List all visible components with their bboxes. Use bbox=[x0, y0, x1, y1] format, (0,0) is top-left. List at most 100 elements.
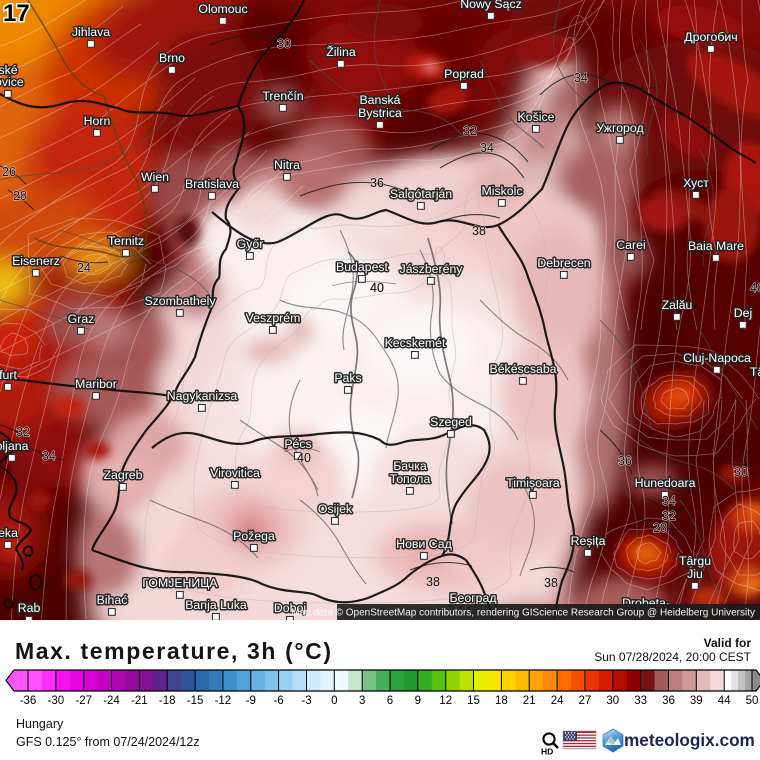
svg-text:Топола: Топола bbox=[390, 472, 431, 486]
svg-text:Pécs: Pécs bbox=[284, 437, 311, 451]
svg-text:Banská: Banská bbox=[359, 93, 400, 107]
svg-text:Nowy Sącz: Nowy Sącz bbox=[460, 0, 522, 11]
svg-text:Eisenerz: Eisenerz bbox=[12, 254, 60, 268]
svg-text:Horn: Horn bbox=[84, 114, 111, 128]
svg-text:Košice: Košice bbox=[518, 110, 555, 124]
svg-text:34: 34 bbox=[574, 71, 588, 85]
svg-text:-9: -9 bbox=[246, 695, 256, 707]
svg-text:oljana: oljana bbox=[0, 439, 29, 453]
svg-text:Veszprém: Veszprém bbox=[246, 311, 301, 325]
svg-text:Bihać: Bihać bbox=[97, 593, 128, 607]
svg-text:Дрогобич: Дрогобич bbox=[684, 30, 737, 44]
svg-text:32: 32 bbox=[16, 425, 30, 439]
svg-text:Maribor: Maribor bbox=[75, 377, 117, 391]
svg-text:Хуст: Хуст bbox=[683, 176, 709, 190]
svg-text:-27: -27 bbox=[75, 695, 92, 707]
svg-text:Banja Luka: Banja Luka bbox=[185, 598, 247, 612]
svg-text:38: 38 bbox=[544, 576, 558, 590]
svg-text:-3: -3 bbox=[301, 695, 311, 707]
svg-text:meteologix.com: meteologix.com bbox=[624, 730, 755, 750]
svg-text:28: 28 bbox=[653, 521, 667, 535]
svg-text:Budapest: Budapest bbox=[336, 260, 389, 274]
svg-text:27: 27 bbox=[579, 695, 592, 707]
svg-text:Szombathely: Szombathely bbox=[144, 294, 216, 308]
svg-text:Zalău: Zalău bbox=[662, 298, 693, 312]
svg-text:Baia Mare: Baia Mare bbox=[688, 239, 744, 253]
svg-text:36: 36 bbox=[662, 695, 675, 707]
svg-text:28: 28 bbox=[13, 189, 27, 203]
svg-text:Ternitz: Ternitz bbox=[108, 234, 144, 248]
svg-text:-15: -15 bbox=[187, 695, 204, 707]
svg-text:Miskolc: Miskolc bbox=[482, 184, 523, 198]
svg-text:-12: -12 bbox=[215, 695, 232, 707]
svg-text:Reșița: Reșița bbox=[571, 534, 606, 548]
svg-text:-30: -30 bbox=[47, 695, 64, 707]
svg-text:40: 40 bbox=[370, 281, 384, 295]
svg-text:Map data © OpenStreetMap contr: Map data © OpenStreetMap contributors, r… bbox=[291, 608, 755, 619]
svg-text:jovice: jovice bbox=[0, 75, 24, 89]
svg-text:Dej: Dej bbox=[734, 306, 752, 320]
svg-text:-6: -6 bbox=[273, 695, 283, 707]
svg-text:33: 33 bbox=[634, 695, 647, 707]
svg-text:38: 38 bbox=[472, 224, 486, 238]
svg-text:Jihlava: Jihlava bbox=[72, 25, 110, 39]
svg-text:21: 21 bbox=[523, 695, 536, 707]
svg-text:Carei: Carei bbox=[616, 238, 645, 252]
svg-text:Nitra: Nitra bbox=[274, 158, 300, 172]
svg-text:Tâ: Tâ bbox=[750, 365, 760, 379]
svg-text:9: 9 bbox=[415, 695, 421, 707]
svg-text:Timișoara: Timișoara bbox=[506, 476, 560, 490]
svg-text:30: 30 bbox=[606, 695, 619, 707]
svg-text:6: 6 bbox=[387, 695, 393, 707]
svg-text:34: 34 bbox=[42, 449, 56, 463]
svg-text:Osijek: Osijek bbox=[318, 502, 353, 516]
svg-text:36: 36 bbox=[618, 454, 632, 468]
svg-text:furt: furt bbox=[0, 368, 17, 382]
svg-text:Szeged: Szeged bbox=[430, 415, 472, 429]
svg-text:Békéscsaba: Békéscsaba bbox=[490, 362, 557, 376]
svg-text:Graz: Graz bbox=[68, 312, 95, 326]
svg-text:Jászberény: Jászberény bbox=[400, 262, 464, 276]
svg-text:Salgótarján: Salgótarján bbox=[390, 187, 452, 201]
svg-text:Târgu: Târgu bbox=[679, 554, 711, 568]
svg-text:32: 32 bbox=[463, 124, 477, 138]
svg-text:ГОМЈЕНИЦА: ГОМЈЕНИЦА bbox=[142, 576, 218, 590]
svg-text:34: 34 bbox=[662, 494, 676, 508]
svg-text:17: 17 bbox=[3, 0, 30, 27]
svg-text:50: 50 bbox=[746, 695, 759, 707]
svg-text:Požega: Požega bbox=[233, 529, 275, 543]
svg-text:12: 12 bbox=[439, 695, 452, 707]
svg-text:-24: -24 bbox=[103, 695, 120, 707]
svg-text:24: 24 bbox=[551, 695, 564, 707]
svg-text:36: 36 bbox=[370, 176, 384, 190]
svg-text:Hunedoara: Hunedoara bbox=[635, 476, 696, 490]
svg-text:26: 26 bbox=[2, 165, 16, 179]
svg-text:ské: ské bbox=[0, 63, 18, 77]
svg-text:Poprad: Poprad bbox=[444, 67, 484, 81]
svg-text:Cluj-Napoca: Cluj-Napoca bbox=[683, 351, 751, 365]
svg-text:32: 32 bbox=[662, 509, 676, 523]
svg-text:Nagykanizsa: Nagykanizsa bbox=[167, 389, 238, 403]
svg-text:30: 30 bbox=[734, 465, 748, 479]
svg-text:38: 38 bbox=[426, 575, 440, 589]
svg-text:Győr: Győr bbox=[237, 237, 264, 251]
svg-text:Ужгород: Ужгород bbox=[596, 121, 643, 135]
svg-text:Wien: Wien bbox=[141, 170, 169, 184]
svg-text:Kecskemét: Kecskemét bbox=[385, 336, 446, 350]
svg-text:Bratislava: Bratislava bbox=[185, 177, 239, 191]
svg-text:Paks: Paks bbox=[334, 371, 361, 385]
svg-text:44: 44 bbox=[718, 695, 731, 707]
svg-text:24: 24 bbox=[77, 261, 91, 275]
svg-text:Rab: Rab bbox=[18, 601, 41, 615]
svg-text:15: 15 bbox=[467, 695, 480, 707]
svg-text:Zagreb: Zagreb bbox=[104, 468, 143, 482]
svg-text:3: 3 bbox=[359, 695, 365, 707]
svg-text:Olomouc: Olomouc bbox=[198, 2, 247, 16]
svg-text:Brno: Brno bbox=[159, 51, 185, 65]
svg-text:39: 39 bbox=[690, 695, 703, 707]
svg-text:18: 18 bbox=[495, 695, 508, 707]
svg-text:Jiu: Jiu bbox=[687, 567, 703, 581]
svg-text:Virovitica: Virovitica bbox=[210, 466, 260, 480]
svg-text:-21: -21 bbox=[131, 695, 148, 707]
svg-text:Bystrica: Bystrica bbox=[358, 106, 402, 120]
